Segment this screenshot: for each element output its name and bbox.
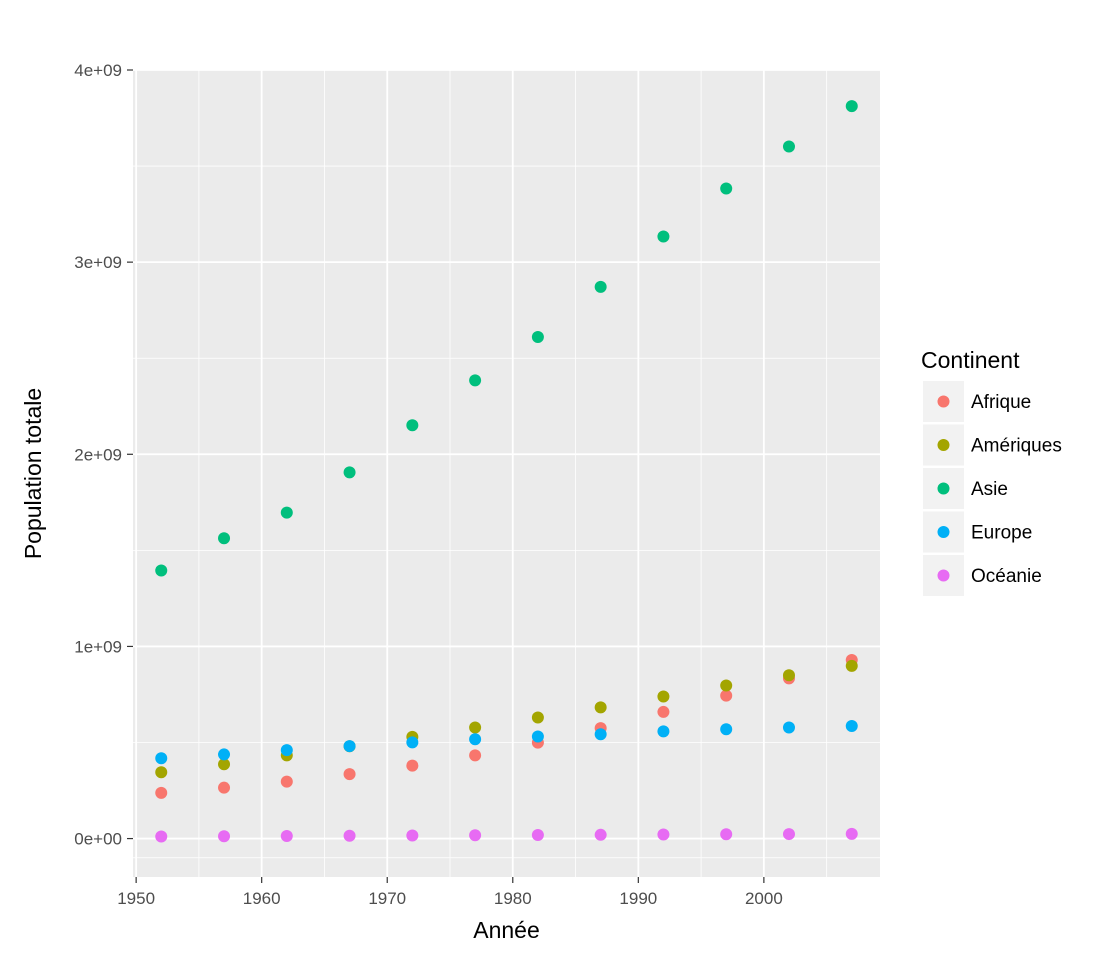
point-oceanie xyxy=(218,830,231,843)
point-ameriques xyxy=(531,711,544,724)
legend-label-oceanie: Océanie xyxy=(971,566,1042,587)
legend-swatch-asie xyxy=(937,482,950,495)
point-asie xyxy=(720,182,733,195)
data-points xyxy=(155,100,858,843)
point-europe xyxy=(280,744,293,757)
point-oceanie xyxy=(845,827,858,840)
point-oceanie xyxy=(343,829,356,842)
point-europe xyxy=(406,736,419,749)
point-europe xyxy=(155,752,168,765)
point-asie xyxy=(782,140,795,153)
legend-label-asie: Asie xyxy=(971,479,1008,500)
y-tick-label: 1e+09 xyxy=(74,637,122,656)
point-asie xyxy=(155,564,168,577)
legend-swatch-oceanie xyxy=(937,569,950,582)
point-europe xyxy=(845,719,858,732)
x-tick-label: 2000 xyxy=(745,889,783,908)
point-ameriques xyxy=(720,679,733,692)
point-asie xyxy=(280,506,293,519)
point-ameriques xyxy=(782,669,795,682)
point-europe xyxy=(594,728,607,741)
point-ameriques xyxy=(155,766,168,779)
point-ameriques xyxy=(657,690,670,703)
point-europe xyxy=(531,730,544,743)
point-ameriques xyxy=(218,758,231,771)
point-asie xyxy=(406,419,419,432)
legend-swatch-ameriques xyxy=(937,439,950,451)
legend-label-afrique: Afrique xyxy=(971,392,1031,413)
x-tick-label: 1960 xyxy=(243,889,281,908)
point-oceanie xyxy=(720,828,733,841)
x-tick-label: 1970 xyxy=(368,889,406,908)
legend-label-europe: Europe xyxy=(971,523,1032,544)
x-axis-title: Année xyxy=(473,917,540,943)
point-afrique xyxy=(343,768,356,781)
point-oceanie xyxy=(657,828,670,841)
point-europe xyxy=(782,721,795,734)
legend: Continent Afrique Amériques Asie Europe Océa… xyxy=(921,347,1062,596)
point-oceanie xyxy=(280,830,293,843)
legend-title: Continent xyxy=(921,347,1020,373)
y-tick-label: 3e+09 xyxy=(74,253,122,272)
y-tick-label: 4e+09 xyxy=(74,61,122,80)
point-ameriques xyxy=(469,721,482,734)
point-afrique xyxy=(406,759,419,772)
point-afrique xyxy=(155,786,168,799)
point-oceanie xyxy=(531,829,544,842)
legend-label-ameriques: Amériques xyxy=(971,436,1062,457)
point-afrique xyxy=(657,705,670,718)
point-oceanie xyxy=(594,828,607,841)
plot-panel xyxy=(133,70,880,877)
point-afrique xyxy=(280,775,293,788)
point-asie xyxy=(469,374,482,387)
point-asie xyxy=(531,331,544,344)
point-europe xyxy=(218,748,231,761)
point-asie xyxy=(218,532,231,545)
y-axis: 0e+00 1e+09 2e+09 3e+09 4e+09 xyxy=(74,61,133,849)
point-oceanie xyxy=(155,830,168,843)
point-oceanie xyxy=(782,828,795,841)
point-europe xyxy=(469,733,482,746)
point-afrique xyxy=(469,749,482,762)
x-tick-label: 1950 xyxy=(117,889,155,908)
x-axis: 1950 1960 1970 1980 1990 2000 xyxy=(117,877,783,908)
point-ameriques xyxy=(594,701,607,714)
point-afrique xyxy=(720,689,733,702)
y-axis-title: Population totale xyxy=(20,388,46,559)
point-asie xyxy=(845,100,858,113)
point-afrique xyxy=(218,781,231,794)
point-europe xyxy=(657,725,670,738)
legend-swatch-afrique xyxy=(937,395,950,408)
major-grid xyxy=(133,69,880,877)
minor-grid xyxy=(133,70,880,877)
x-tick-label: 1980 xyxy=(494,889,532,908)
point-europe xyxy=(720,723,733,736)
y-tick-label: 2e+09 xyxy=(74,445,122,464)
y-tick-label: 0e+00 xyxy=(74,830,122,849)
point-ameriques xyxy=(845,659,858,672)
point-asie xyxy=(594,280,607,293)
point-oceanie xyxy=(469,829,482,842)
point-asie xyxy=(657,230,670,243)
point-oceanie xyxy=(406,829,419,842)
point-asie xyxy=(343,466,356,479)
legend-swatch-europe xyxy=(937,526,950,538)
x-tick-label: 1990 xyxy=(619,889,657,908)
point-europe xyxy=(343,740,356,753)
